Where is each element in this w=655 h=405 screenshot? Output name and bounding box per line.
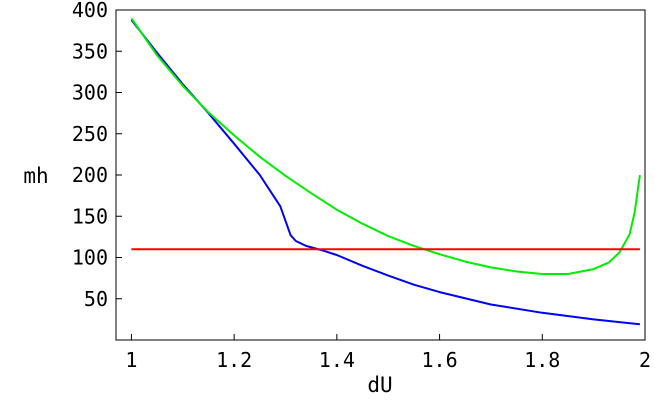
y-tick-label: 400 xyxy=(72,0,108,22)
series-group xyxy=(130,17,641,326)
y-tick-label: 150 xyxy=(72,204,108,228)
y-tick-label: 100 xyxy=(72,246,108,270)
y-tick-label: 350 xyxy=(72,39,108,63)
x-axis-label: dU xyxy=(367,373,392,397)
y-axis-label: mh xyxy=(23,164,48,188)
y-tick-label: 300 xyxy=(72,81,108,105)
x-tick-label: 1.8 xyxy=(524,348,560,372)
x-tick-label: 2 xyxy=(639,348,651,372)
x-tick-label: 1.2 xyxy=(216,348,252,372)
y-tick-label: 250 xyxy=(72,122,108,146)
y-tick-label: 200 xyxy=(72,163,108,187)
plot-frame xyxy=(115,9,646,341)
x-tick-label: 1 xyxy=(125,348,137,372)
x-tick-label: 1.4 xyxy=(319,348,355,372)
y-tick-label: 50 xyxy=(84,287,108,311)
series-line-2 xyxy=(130,17,641,275)
x-tick-label: 1.6 xyxy=(422,348,458,372)
series-line-1 xyxy=(130,19,641,326)
